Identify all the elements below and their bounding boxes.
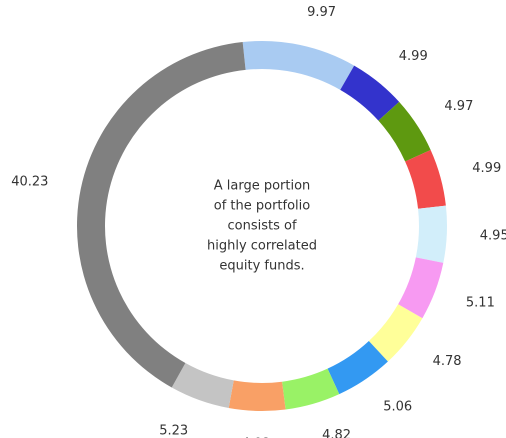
donut-segment bbox=[415, 205, 447, 263]
donut-segment bbox=[282, 368, 340, 410]
donut-segment bbox=[327, 341, 388, 395]
center-text: highly correlated bbox=[207, 239, 317, 254]
donut-segment bbox=[398, 257, 444, 319]
donut-segment bbox=[228, 380, 286, 411]
data-label: 5.11 bbox=[466, 296, 495, 311]
center-text: A large portion bbox=[214, 179, 311, 194]
center-text: of the portfolio bbox=[214, 199, 311, 214]
data-label: 4.95 bbox=[480, 228, 506, 243]
donut-segment bbox=[77, 42, 246, 388]
donut-segment bbox=[378, 101, 431, 162]
data-label: 5.06 bbox=[383, 400, 412, 415]
donut-segment bbox=[368, 304, 423, 362]
donut-segment bbox=[405, 149, 446, 209]
data-label: 4.99 bbox=[399, 49, 428, 64]
data-label: 4.97 bbox=[444, 99, 473, 114]
data-label: 4.99 bbox=[472, 161, 501, 176]
donut-segment bbox=[242, 41, 355, 90]
data-label: 5.23 bbox=[159, 424, 188, 438]
data-label: 40.23 bbox=[11, 175, 48, 190]
data-label: 4.82 bbox=[322, 428, 351, 438]
donut-segment bbox=[340, 65, 400, 121]
donut-segment bbox=[171, 363, 234, 408]
data-label: 9.97 bbox=[307, 5, 336, 20]
data-label: 4.78 bbox=[433, 354, 462, 369]
data-label: 4.92 bbox=[242, 436, 271, 438]
center-text: equity funds. bbox=[219, 259, 304, 274]
center-text: consists of bbox=[227, 219, 296, 234]
